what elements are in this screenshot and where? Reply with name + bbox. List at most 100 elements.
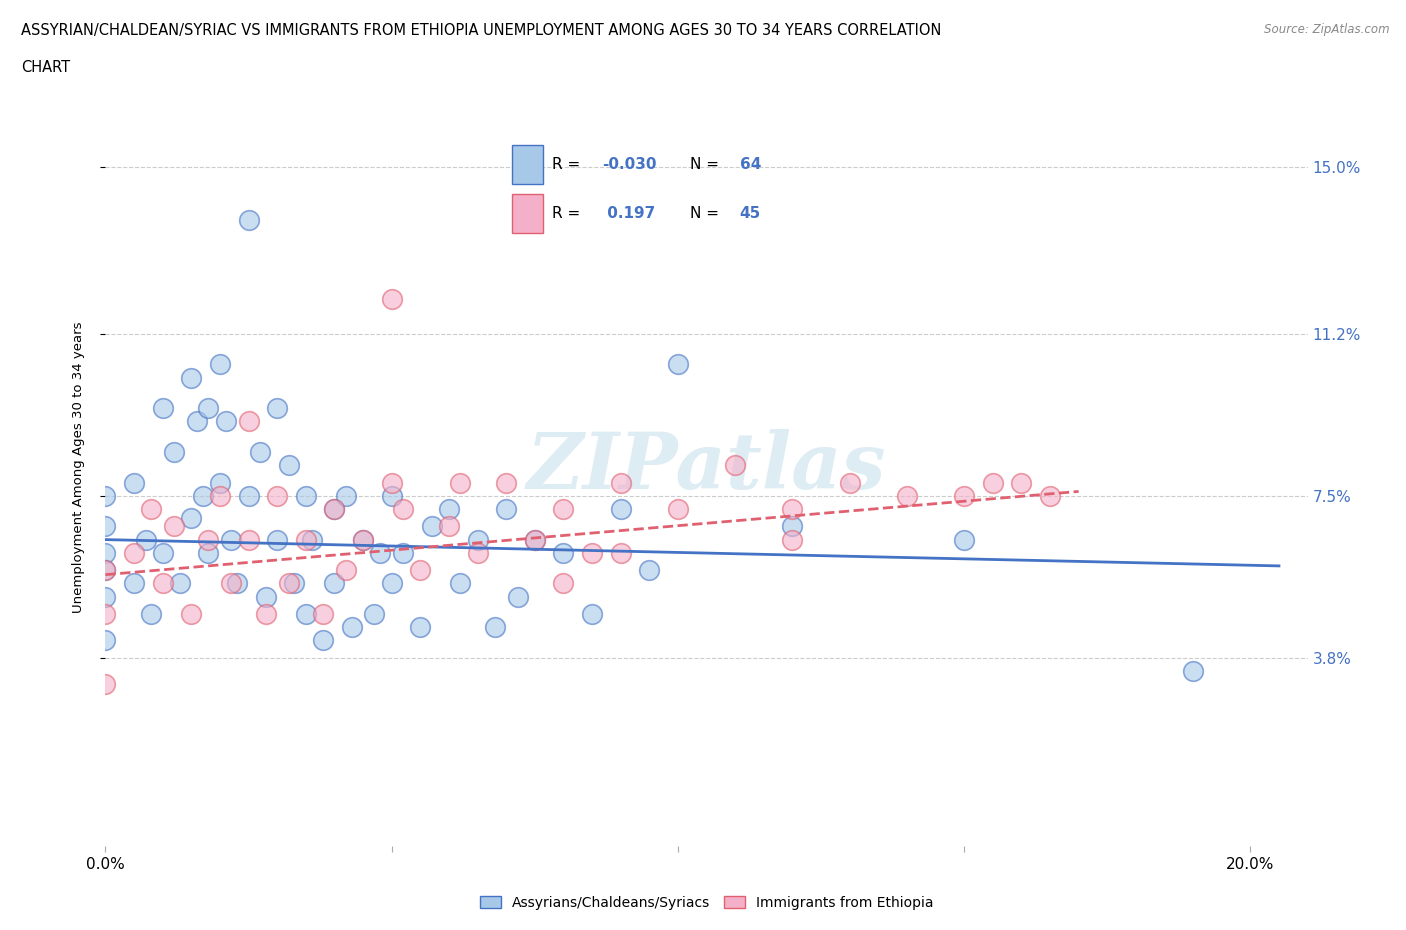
Point: [449, 576, 471, 591]
Point: [141, 501, 163, 516]
Point: [782, 532, 804, 547]
Point: [238, 414, 260, 429]
Point: [409, 619, 432, 634]
Point: [609, 545, 631, 560]
Point: [312, 606, 335, 621]
Point: [266, 401, 288, 416]
Point: [208, 475, 231, 490]
Point: [352, 532, 374, 547]
Point: [449, 475, 471, 490]
Point: [381, 488, 404, 503]
Point: [782, 519, 804, 534]
Point: [581, 606, 603, 621]
Point: [553, 501, 575, 516]
Point: [197, 545, 219, 560]
Point: [666, 501, 689, 516]
Point: [312, 633, 335, 648]
Point: [1039, 488, 1062, 503]
Point: [352, 532, 374, 547]
Point: [981, 475, 1004, 490]
Point: [277, 458, 299, 472]
Text: CHART: CHART: [21, 60, 70, 75]
Point: [609, 501, 631, 516]
Text: 45: 45: [740, 206, 761, 220]
Point: [295, 488, 318, 503]
Point: [221, 576, 243, 591]
Text: Source: ZipAtlas.com: Source: ZipAtlas.com: [1264, 23, 1389, 36]
Point: [609, 475, 631, 490]
Point: [180, 606, 202, 621]
Point: [249, 445, 271, 459]
Text: 0.197: 0.197: [602, 206, 655, 220]
Point: [214, 414, 236, 429]
Point: [666, 357, 689, 372]
Point: [638, 563, 661, 578]
Point: [495, 475, 517, 490]
Point: [94, 589, 117, 604]
Point: [340, 619, 363, 634]
Point: [152, 576, 174, 591]
Point: [392, 501, 415, 516]
Point: [238, 488, 260, 503]
Point: [953, 488, 976, 503]
Point: [135, 532, 157, 547]
Point: [197, 532, 219, 547]
Y-axis label: Unemployment Among Ages 30 to 34 years: Unemployment Among Ages 30 to 34 years: [72, 322, 84, 613]
Point: [163, 445, 186, 459]
Point: [122, 576, 145, 591]
Point: [467, 545, 489, 560]
Point: [152, 401, 174, 416]
Point: [180, 370, 202, 385]
Point: [283, 576, 305, 591]
Bar: [512, 145, 543, 183]
Point: [368, 545, 391, 560]
Point: [523, 532, 546, 547]
Point: [409, 563, 432, 578]
Point: [94, 488, 117, 503]
Point: [323, 501, 346, 516]
Point: [191, 488, 214, 503]
Text: R =: R =: [553, 157, 581, 172]
Point: [169, 576, 191, 591]
Point: [197, 401, 219, 416]
Point: [1010, 475, 1032, 490]
Point: [94, 606, 117, 621]
Point: [94, 519, 117, 534]
Point: [301, 532, 323, 547]
Point: [392, 545, 415, 560]
Text: N =: N =: [690, 206, 718, 220]
Point: [553, 576, 575, 591]
Point: [186, 414, 208, 429]
Point: [581, 545, 603, 560]
Point: [226, 576, 249, 591]
Point: [381, 291, 404, 306]
Point: [437, 501, 460, 516]
Point: [163, 519, 186, 534]
Point: [277, 576, 299, 591]
Point: [266, 532, 288, 547]
Point: [238, 532, 260, 547]
Text: N =: N =: [690, 157, 718, 172]
Point: [295, 606, 318, 621]
Point: [323, 501, 346, 516]
Point: [208, 357, 231, 372]
Point: [254, 606, 277, 621]
Point: [94, 563, 117, 578]
Point: [94, 677, 117, 692]
Point: [523, 532, 546, 547]
Point: [94, 633, 117, 648]
Point: [335, 488, 357, 503]
Point: [254, 589, 277, 604]
Point: [180, 511, 202, 525]
Point: [381, 576, 404, 591]
Point: [122, 475, 145, 490]
Point: [238, 212, 260, 227]
Text: ZIPatlas: ZIPatlas: [527, 429, 886, 506]
Legend: Assyrians/Chaldeans/Syriacs, Immigrants from Ethiopia: Assyrians/Chaldeans/Syriacs, Immigrants …: [474, 890, 939, 915]
Point: [467, 532, 489, 547]
Point: [1182, 664, 1205, 679]
Point: [266, 488, 288, 503]
Text: R =: R =: [553, 206, 581, 220]
Point: [152, 545, 174, 560]
Bar: [512, 193, 543, 232]
